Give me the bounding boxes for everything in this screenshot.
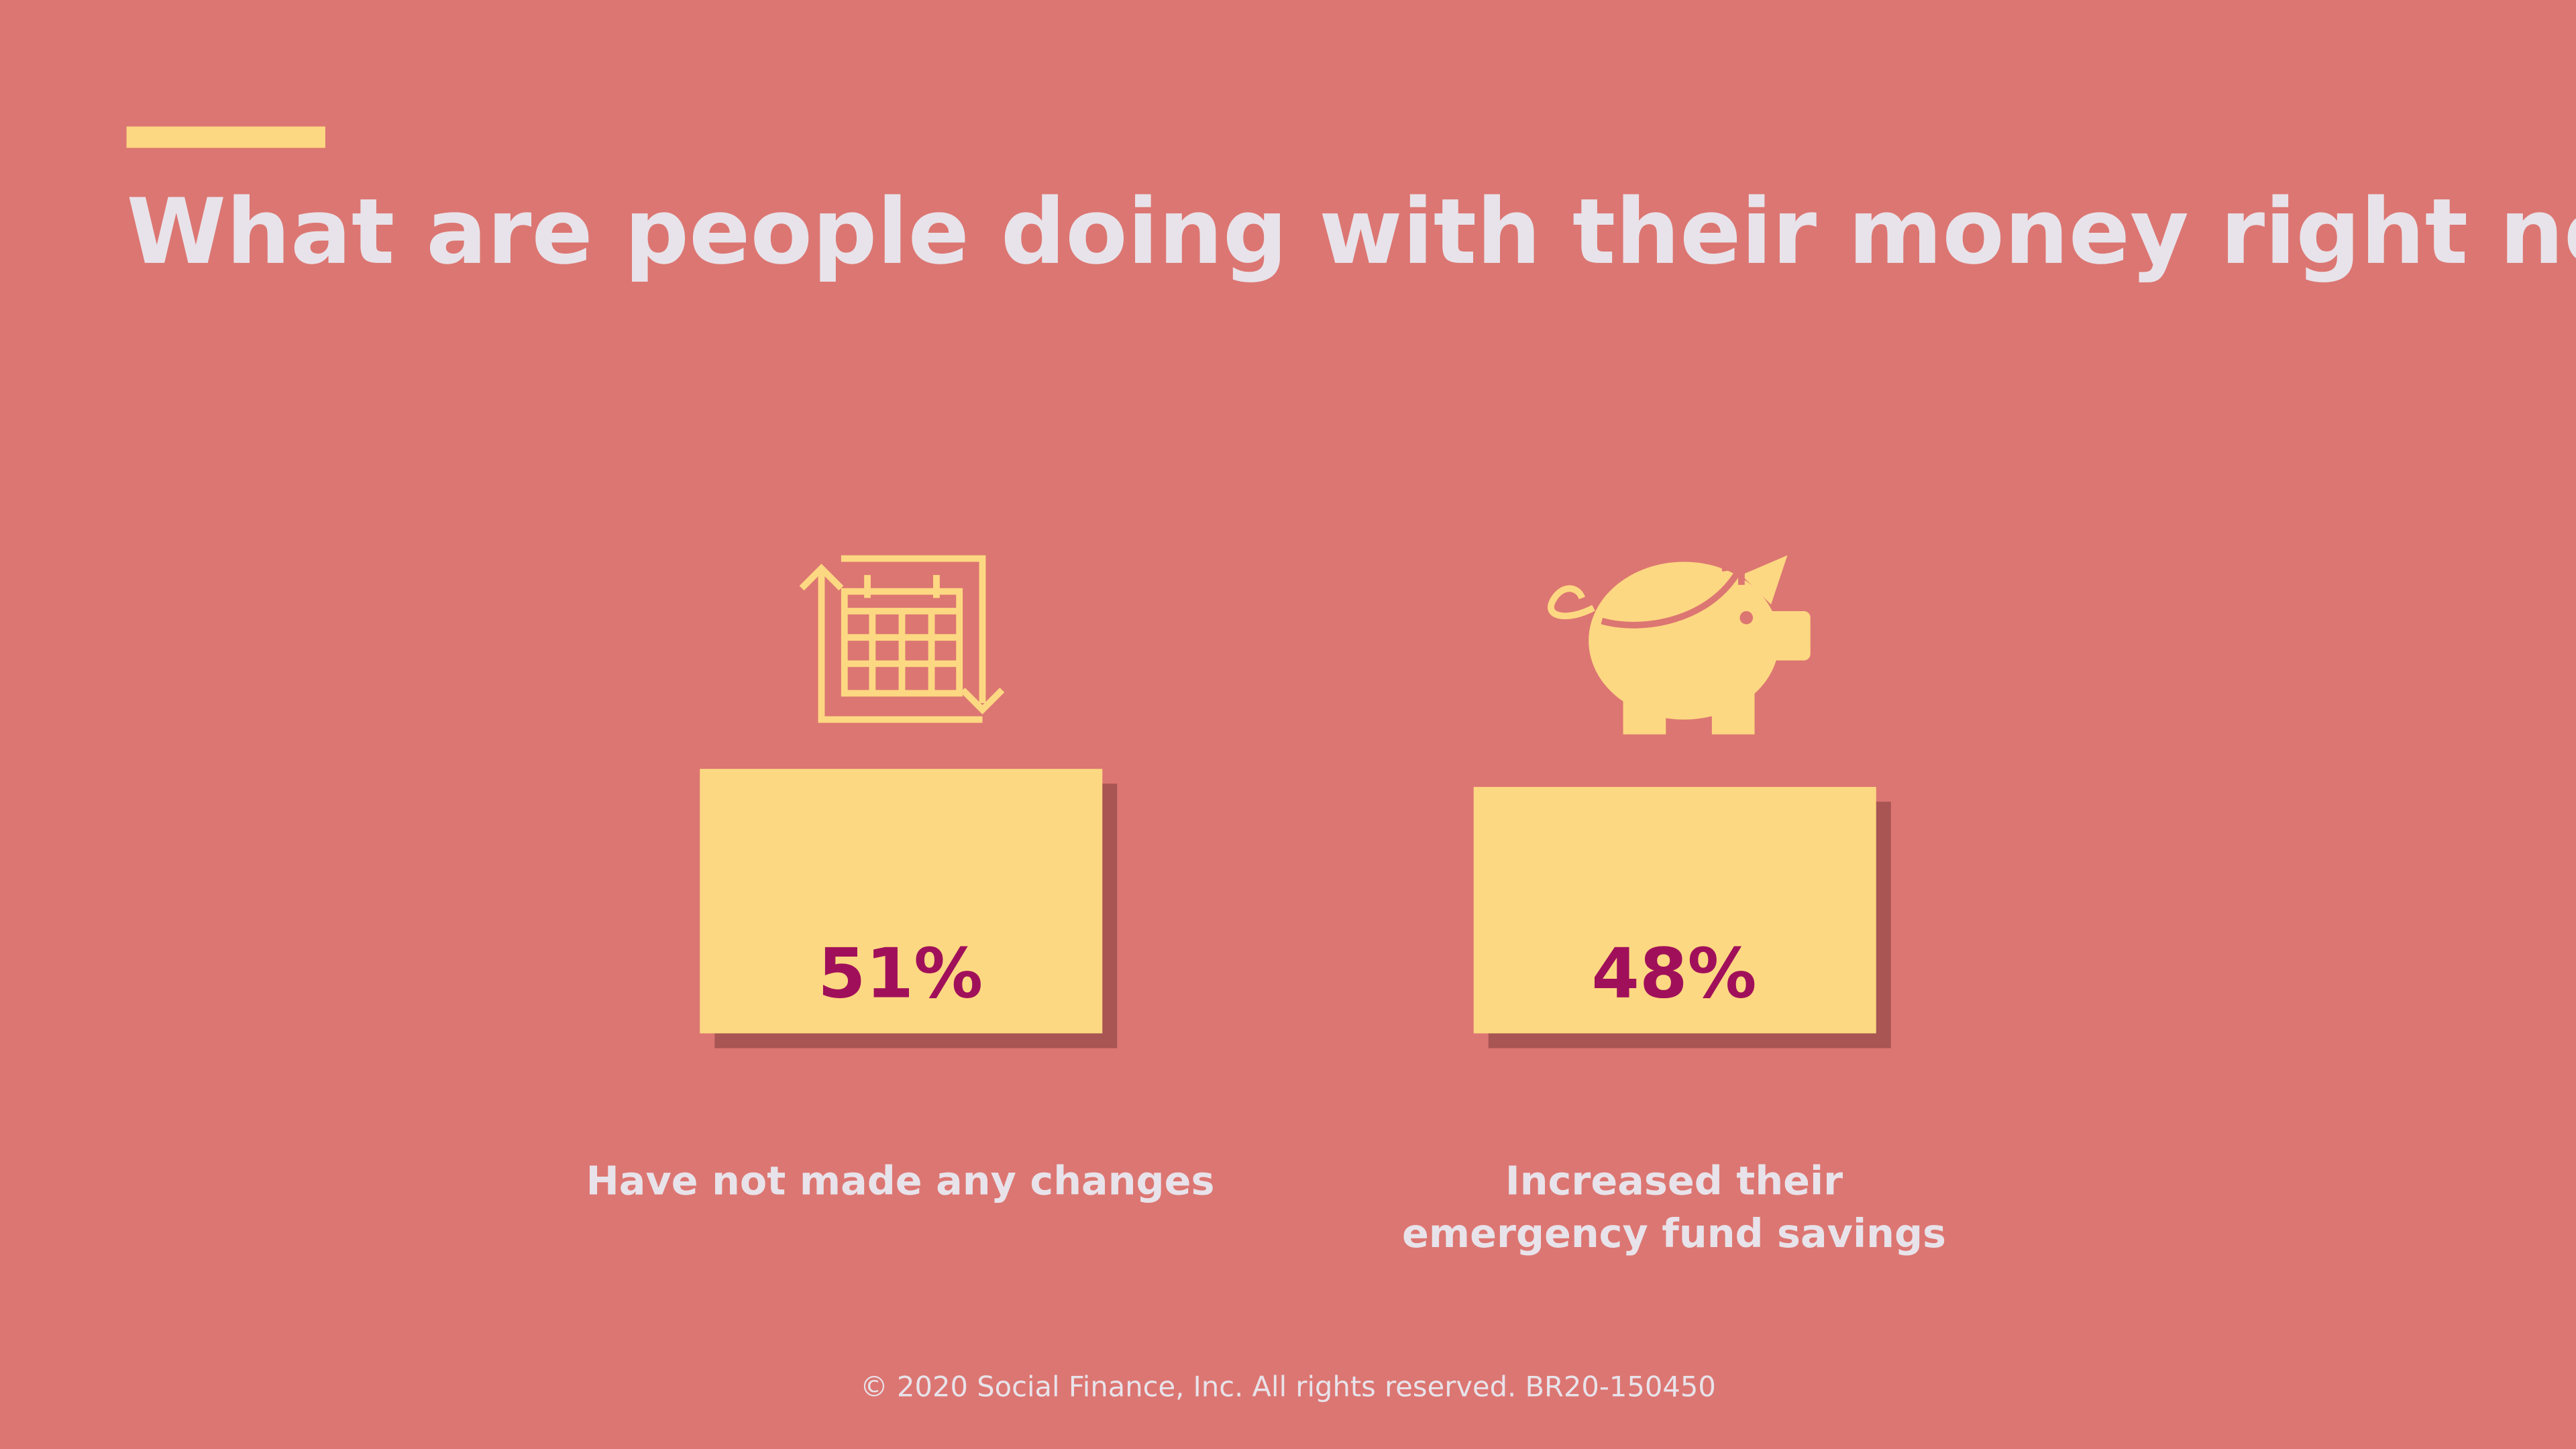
stat-box — [1473, 787, 1876, 1034]
stat-value: 51% — [818, 934, 983, 1014]
footer: © 2020 Social Finance, Inc. All rights r… — [860, 1371, 1716, 1403]
stat-label: Have not made any changes — [586, 1157, 1215, 1203]
calendar-icon — [799, 555, 1005, 723]
stat-label: Increased their — [1505, 1157, 1843, 1203]
stat-label: emergency fund savings — [1402, 1210, 1946, 1256]
title: What are people doing with their money r… — [127, 179, 2576, 284]
piggy-icon — [1548, 555, 1811, 735]
accent-bar — [126, 126, 325, 148]
stat-value: 48% — [1591, 934, 1756, 1014]
stat-box — [700, 769, 1103, 1034]
